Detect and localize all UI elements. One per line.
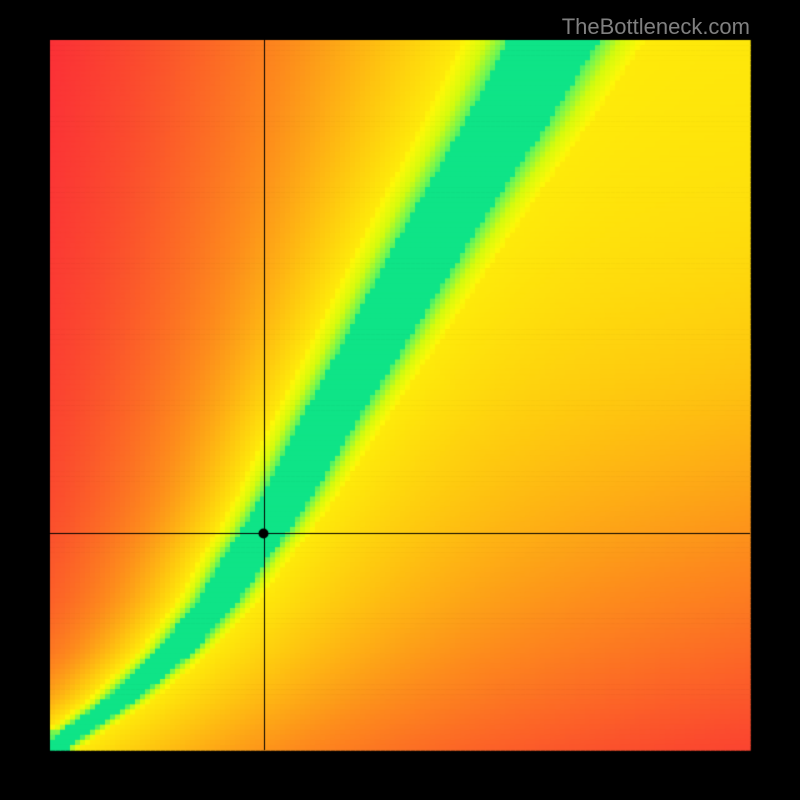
chart-container: TheBottleneck.com	[0, 0, 800, 800]
bottleneck-heatmap	[0, 0, 800, 800]
watermark-text: TheBottleneck.com	[562, 14, 750, 40]
